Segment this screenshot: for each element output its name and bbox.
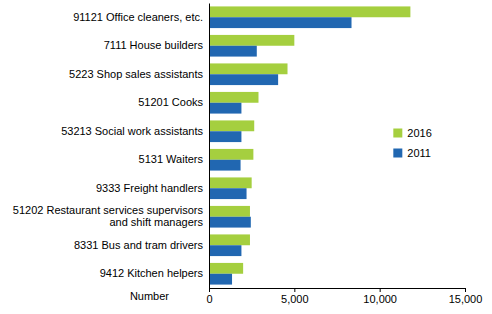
legend-item: 2016: [393, 127, 431, 139]
bar: [209, 63, 288, 74]
bar: [209, 245, 241, 256]
tick-label: 15,000: [449, 293, 483, 305]
tick-label: 5,000: [281, 293, 309, 305]
legend-item: 2011: [393, 147, 431, 159]
bar: [209, 46, 257, 57]
tick-mark: [465, 288, 466, 292]
tick-label: 51201 Cooks: [138, 96, 203, 108]
bar: [209, 6, 410, 17]
bars: [209, 6, 410, 284]
tick: 9333 Freight handlers: [96, 182, 209, 194]
tick: 10,000: [363, 288, 397, 305]
tick: 15,000: [449, 288, 483, 305]
legend-swatch: [393, 149, 402, 158]
bar: [209, 217, 251, 228]
bar: [209, 35, 294, 46]
tick: 53213 Social work assistants: [61, 125, 209, 137]
legend-label: 2011: [407, 147, 431, 159]
tick-label: 9412 Kitchen helpers: [100, 267, 204, 279]
tick-label: 9333 Freight handlers: [96, 182, 204, 194]
tick: 8331 Bus and tram drivers: [74, 239, 209, 251]
x-axis: 0 5,000 10,000 15,000: [206, 288, 482, 305]
tick: 5,000: [281, 288, 309, 305]
tick: 9412 Kitchen helpers: [100, 267, 209, 279]
tick-mark: [294, 288, 295, 292]
tick: 0: [206, 288, 212, 305]
tick: 5223 Shop sales assistants: [69, 68, 209, 80]
axis-title: Number: [130, 290, 169, 302]
tick-label: 8331 Bus and tram drivers: [74, 239, 204, 251]
chart: 0 5,000 10,000 15,000 91121 Office cleaners,…: [0, 0, 492, 314]
tick-label: 7111 House builders: [104, 39, 204, 51]
plot: 0 5,000 10,000 15,000 91121 Office cleaners,…: [13, 4, 482, 305]
tick-label: 91121 Office cleaners, etc.: [73, 11, 203, 23]
bar: [209, 17, 352, 28]
bar: [209, 188, 247, 199]
bar: [209, 92, 258, 103]
axis-line: [209, 4, 210, 289]
bar: [209, 206, 250, 217]
tick-label: 53213 Social work assistants: [61, 125, 203, 137]
tick-label: 5131 Waiters: [139, 153, 204, 165]
bar: [209, 263, 243, 274]
tick: 7111 House builders: [104, 39, 209, 51]
bar: [209, 131, 241, 142]
tick-label: 51202 Restaurant services supervisorsand…: [13, 204, 204, 228]
bar: [209, 103, 241, 114]
bar: [209, 234, 250, 245]
legend-label: 2016: [407, 127, 431, 139]
tick-label: 5223 Shop sales assistants: [69, 68, 203, 80]
tick: 51201 Cooks: [138, 96, 209, 108]
tick: 91121 Office cleaners, etc.: [73, 11, 209, 23]
legend-swatch: [393, 129, 402, 138]
bar: [209, 120, 254, 131]
tick-label: 0: [206, 293, 212, 305]
bar: [209, 160, 241, 171]
y-axis: 91121 Office cleaners, etc. 7111 House bu…: [13, 4, 210, 289]
bar: [209, 74, 278, 85]
tick: 5131 Waiters: [139, 153, 209, 165]
tick-mark: [209, 288, 210, 292]
tick: 51202 Restaurant services supervisorsand…: [13, 204, 209, 228]
tick-mark: [380, 288, 381, 292]
bar: [209, 149, 253, 160]
bar: [209, 177, 252, 188]
axis-line: [210, 289, 466, 293]
tick-label: 10,000: [363, 293, 397, 305]
legend: 2016 2011: [393, 127, 431, 159]
bar: [209, 274, 232, 285]
